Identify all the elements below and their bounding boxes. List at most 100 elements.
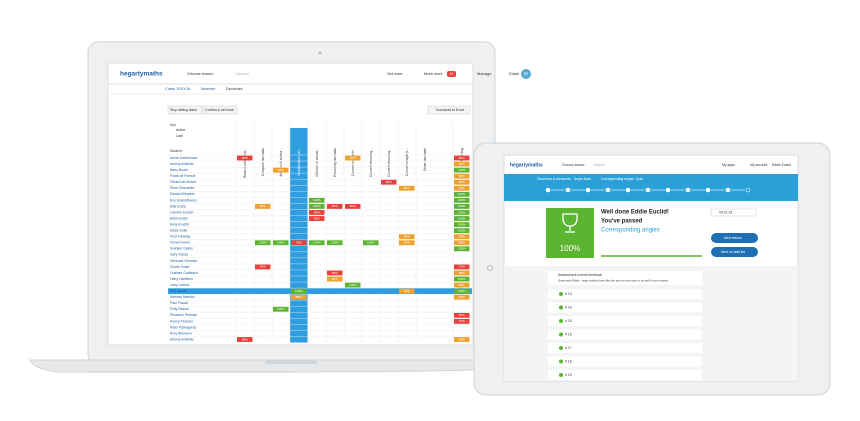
progress-dot (745, 187, 751, 193)
score-label: 50% (314, 210, 320, 214)
student-name[interactable]: Eve Eratosthenes (170, 198, 197, 202)
tablet-crumb[interactable]: Geometry & measures (537, 177, 571, 181)
student-name[interactable]: Norman Newton (170, 295, 195, 299)
student-name[interactable]: Penny Pearson (170, 319, 193, 323)
student-name[interactable]: Priscious Permise (170, 313, 197, 317)
tablet-nav[interactable]: Eddie Euclid (772, 163, 791, 167)
student-header: Student (170, 149, 182, 153)
student-name[interactable]: Polly Pascal (170, 307, 189, 311)
tick-icon (559, 373, 563, 377)
student-name[interactable]: Fred Faraday (170, 235, 191, 239)
student-name[interactable]: Neil Napier (170, 289, 188, 293)
question-row[interactable] (548, 343, 702, 353)
student-name[interactable]: Peter Pythagoras (170, 325, 197, 329)
btn-download[interactable] (427, 105, 471, 115)
tablet-crumb[interactable]: Angle facts (574, 177, 591, 181)
question-row[interactable] (548, 329, 702, 340)
score-label: 60% (459, 156, 465, 160)
score-cell (454, 228, 470, 234)
student-name[interactable]: Antony Aristotle (170, 162, 194, 166)
score-label: 70% (459, 265, 465, 269)
score-label: 90% (404, 289, 410, 293)
score-cell (454, 288, 470, 294)
score-label: 80% (404, 186, 410, 190)
tablet-nav[interactable]: My account (750, 163, 767, 167)
question-row[interactable] (548, 316, 702, 326)
nav-choose[interactable]: Choose lesson (187, 71, 213, 76)
student-name[interactable]: Barry Boole (170, 168, 188, 172)
btn-next-lesson[interactable] (711, 233, 758, 243)
student-name[interactable]: Gizzie Godel (170, 265, 190, 269)
topic: Corresponding angles (601, 228, 660, 234)
student-name[interactable]: Eddie Euler (170, 229, 188, 233)
tablet-crumb[interactable]: Corresponding angles (601, 177, 634, 181)
crumb[interactable]: Number (201, 86, 216, 91)
student-name[interactable]: Edward Einstein (170, 192, 195, 196)
crumb[interactable]: Class 10XY1k (165, 86, 190, 91)
progress-dot (565, 187, 571, 193)
question-row[interactable] (548, 356, 702, 367)
column-header: Order decimals (423, 148, 427, 171)
score-cell (454, 312, 470, 318)
score-label: 70% (296, 241, 302, 245)
progress-dot (605, 187, 611, 193)
timer: 00:41:18 (719, 210, 732, 214)
column-header: Convert recurring... (369, 148, 373, 177)
student-name[interactable]: Gerard de Moivre (170, 180, 196, 184)
tablet-nav[interactable]: Choose lesson (562, 163, 585, 167)
score-cell (255, 240, 271, 246)
score-cell (454, 197, 470, 203)
question-row[interactable] (548, 370, 702, 380)
student-name[interactable]: Annie Archimedes (170, 156, 198, 160)
btn-confirm[interactable] (202, 105, 238, 115)
score-cell (309, 240, 325, 246)
progress-dot (685, 187, 691, 193)
student-name[interactable]: Ewan Euclid (170, 222, 189, 226)
student-name[interactable]: Fiona Fourier (170, 241, 191, 245)
brand: hegartymaths (120, 71, 163, 78)
student-name[interactable]: Gertrude Germain (170, 259, 197, 263)
btn-stop[interactable] (167, 105, 203, 115)
student-name[interactable]: Rory Riemann (170, 331, 192, 335)
student-name[interactable]: Gary Gauss (170, 253, 188, 257)
score-cell (345, 155, 361, 161)
nav-user[interactable]: Eddie (509, 71, 520, 76)
score-cell (309, 197, 325, 203)
nav-mark[interactable]: Mark work (424, 71, 442, 76)
tick-icon (559, 292, 563, 296)
progress-dot (705, 187, 711, 193)
tablet-nav[interactable]: My apps (722, 163, 735, 167)
score-cell (291, 294, 307, 300)
score-box (546, 208, 594, 258)
score-cell (454, 161, 470, 167)
student-name[interactable]: Graham Goldbach (170, 271, 198, 275)
student-name[interactable]: Harry Hamilton (170, 277, 193, 281)
tablet-nav[interactable]: Search (594, 163, 605, 167)
student-name[interactable]: Graham Galois (170, 247, 193, 251)
student-name[interactable]: Frank de Fermat (170, 174, 195, 178)
student-name[interactable]: Antony Aristotle (170, 337, 194, 341)
nav-search[interactable]: Search (236, 71, 249, 76)
student-name[interactable]: Elliot Euclid (170, 216, 188, 220)
score-cell (273, 167, 289, 173)
student-name[interactable]: Larry Leibniz (170, 283, 190, 287)
btn-next-lesson-label: Next lesson (724, 236, 742, 240)
score-cell (399, 240, 415, 246)
question-row[interactable] (548, 302, 702, 313)
nav-set[interactable]: Set work (387, 71, 403, 76)
student-name[interactable]: Rene Descartes (170, 186, 195, 190)
question-row[interactable] (548, 289, 702, 299)
nav-manage[interactable]: Manage (477, 71, 492, 76)
progress-dot (545, 187, 551, 193)
score-label: 80% (459, 162, 465, 166)
student-name[interactable]: Ellie Erdos (170, 204, 187, 208)
score-cell (381, 179, 397, 185)
score-cell (454, 210, 470, 215)
btn-next-task[interactable] (711, 247, 758, 257)
column-header: Division of decim... (315, 148, 319, 177)
score-label: 100% (331, 241, 339, 245)
student-name[interactable]: Paul Pascal (170, 301, 188, 305)
student-name[interactable]: Carmen Escher (170, 210, 194, 214)
progress-dot (625, 187, 631, 193)
question-label: # 18 (565, 359, 572, 363)
